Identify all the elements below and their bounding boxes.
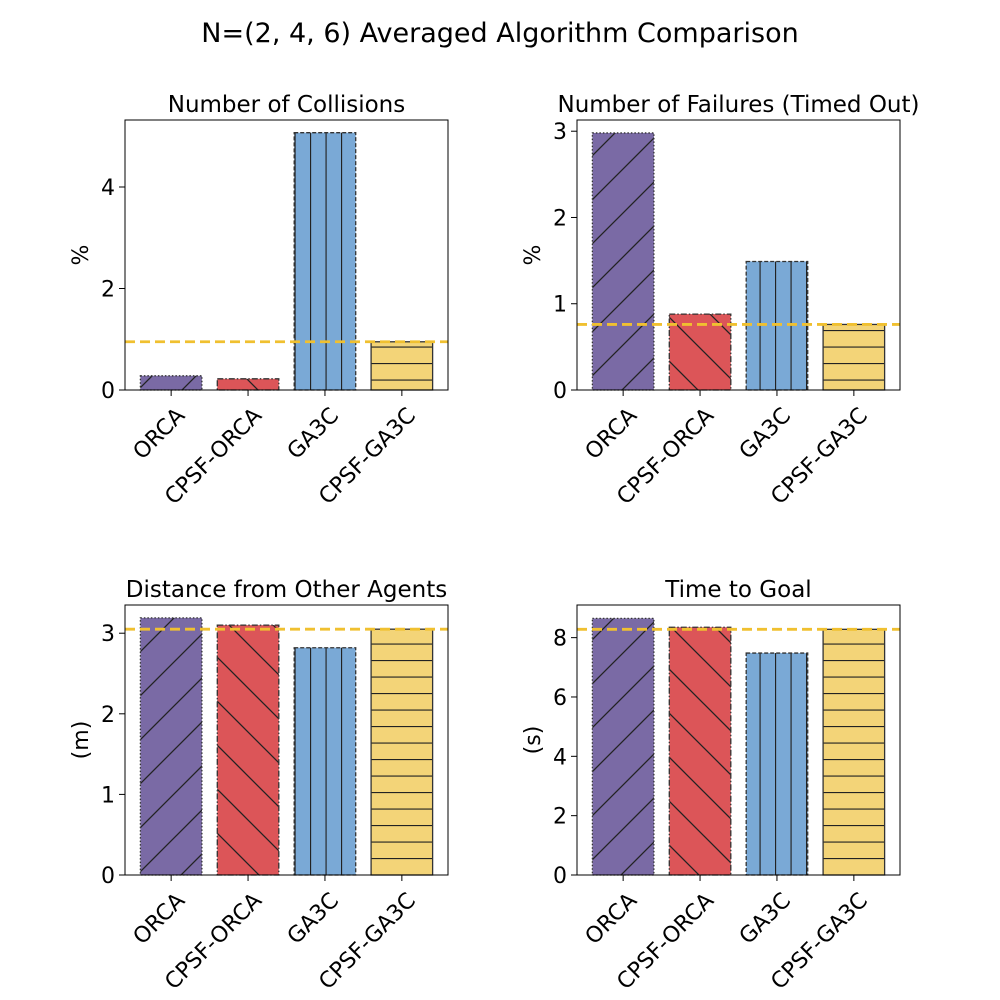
bar-orca <box>591 617 655 876</box>
bar-hatch <box>823 629 885 875</box>
bar-orca <box>139 617 203 876</box>
bar-ga3c <box>293 647 357 876</box>
bar-hatch <box>592 618 654 875</box>
axes-frame <box>576 119 901 391</box>
bar-cpsf-orca <box>668 313 732 391</box>
y-tick-label: 4 <box>553 745 567 770</box>
y-tick-label: 0 <box>553 864 567 889</box>
bar-cpsf-ga3c <box>370 628 434 876</box>
bar-hatch <box>371 341 433 390</box>
axes-frame <box>124 119 449 391</box>
bar-orca <box>591 132 655 391</box>
bar-hatch <box>294 647 356 875</box>
axes-frame <box>576 604 901 876</box>
bar-hatch <box>217 378 279 390</box>
panel-distance: Distance from Other Agents0123ORCACPSF-O… <box>69 577 449 995</box>
bar-hatch <box>217 625 279 875</box>
panel-title: Distance from Other Agents <box>126 577 447 603</box>
figure-title: N=(2, 4, 6) Averaged Algorithm Compariso… <box>201 18 798 49</box>
bar-outline <box>591 132 655 391</box>
y-tick-label: 1 <box>553 293 567 318</box>
bar-hatch <box>371 629 433 875</box>
bar-ga3c <box>745 652 809 876</box>
bar-hatch <box>823 324 885 390</box>
bar-ga3c <box>293 132 357 391</box>
y-tick-label: 0 <box>101 864 115 889</box>
y-axis-label: (s) <box>521 726 546 755</box>
y-tick-label: 0 <box>101 379 115 404</box>
x-tick-label-orca: ORCA <box>129 403 190 464</box>
x-tick-label-ga3c: GA3C <box>283 888 344 949</box>
bar-outline <box>216 378 280 391</box>
y-axis-label: % <box>69 245 94 266</box>
x-tick-label-orca: ORCA <box>129 888 190 949</box>
y-tick-label: 8 <box>553 627 567 652</box>
x-tick-label-ga3c: GA3C <box>735 888 796 949</box>
bar-cpsf-ga3c <box>822 323 886 391</box>
bar-cpsf-ga3c <box>370 341 434 391</box>
y-tick-label: 2 <box>553 805 567 830</box>
y-tick-label: 2 <box>553 206 567 231</box>
bar-cpsf-orca <box>668 626 732 876</box>
y-tick-label: 3 <box>553 120 567 145</box>
bar-outline <box>668 626 732 876</box>
panel-title: Time to Goal <box>664 577 811 603</box>
y-tick-label: 2 <box>101 703 115 728</box>
bar-cpsf-ga3c <box>822 628 886 876</box>
bar-hatch <box>746 653 808 875</box>
x-tick-label-ga3c: GA3C <box>735 403 796 464</box>
bar-orca <box>139 375 203 391</box>
bar-hatch <box>669 627 731 875</box>
bar-ga3c <box>745 260 809 391</box>
bar-outline <box>139 617 203 876</box>
x-tick-label-ga3c: GA3C <box>283 403 344 464</box>
x-tick-label-orca: ORCA <box>581 888 642 949</box>
bar-cpsf-orca <box>216 378 280 391</box>
bar-cpsf-orca <box>216 624 280 876</box>
x-tick-label-orca: ORCA <box>581 403 642 464</box>
bar-hatch <box>294 132 356 390</box>
panel-title: Number of Failures (Timed Out) <box>558 92 920 118</box>
bar-hatch <box>140 617 202 875</box>
panel-title: Number of Collisions <box>168 92 406 118</box>
y-tick-label: 3 <box>101 622 115 647</box>
y-axis-label: % <box>521 245 546 266</box>
panel-failures: Number of Failures (Timed Out)0123ORCACP… <box>521 92 920 510</box>
bar-hatch <box>140 375 202 390</box>
y-tick-label: 0 <box>553 379 567 404</box>
y-axis-label: (m) <box>69 721 94 760</box>
y-tick-label: 6 <box>553 686 567 711</box>
y-tick-label: 2 <box>101 277 115 302</box>
bar-hatch <box>669 314 731 390</box>
axes-frame <box>124 604 449 876</box>
bar-outline <box>591 617 655 876</box>
y-tick-label: 1 <box>101 783 115 808</box>
y-tick-label: 4 <box>101 176 115 201</box>
bar-hatch <box>592 132 654 390</box>
